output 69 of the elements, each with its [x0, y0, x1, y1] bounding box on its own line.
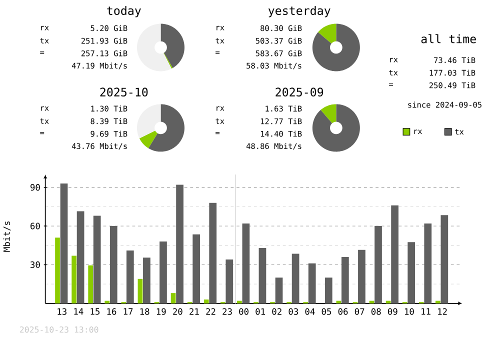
x-tick-label: 23: [222, 308, 232, 315]
bar: [138, 278, 143, 304]
bar: [336, 300, 342, 304]
bar: [55, 237, 60, 304]
bar: [358, 250, 366, 304]
x-tick-label: 16: [107, 308, 116, 315]
bar: [104, 300, 110, 304]
bar: [324, 277, 332, 304]
bar: [258, 248, 266, 304]
chart-title: 2025-10: [100, 88, 148, 96]
bar: [341, 256, 349, 304]
bar: [126, 250, 134, 304]
x-tick-label: 08: [371, 308, 381, 315]
x-tick-label: 15: [90, 308, 100, 315]
text: all time: [421, 34, 476, 44]
chart-title: yesterday: [268, 6, 330, 18]
x-tick-label: 00: [239, 308, 248, 315]
bar: [170, 292, 176, 304]
y-tick-label: 90: [30, 184, 40, 191]
x-tick-label: 13: [58, 308, 66, 315]
x-tick-label: 22: [206, 308, 216, 315]
chart-title: 2025-09: [276, 88, 324, 96]
bar: [93, 216, 101, 304]
bar: [408, 242, 416, 304]
x-tick-label: 03: [288, 308, 298, 315]
bar: [160, 241, 167, 304]
bar: [209, 202, 217, 304]
x-tick-label: 01: [256, 308, 266, 315]
x-tick-label: 05: [322, 308, 332, 315]
bar: [435, 300, 440, 304]
bar: [237, 300, 242, 304]
x-tick-label: 10: [404, 308, 414, 315]
bar: [440, 214, 448, 304]
x-tick-label: 19: [156, 308, 166, 315]
chart-title: today: [107, 6, 141, 18]
x-tick-label: 04: [305, 308, 315, 315]
x-tick-label: 11: [422, 308, 430, 314]
bar: [176, 184, 184, 304]
bar: [374, 226, 382, 304]
x-tick-label: 20: [173, 308, 182, 315]
x-tick-label: 17: [124, 308, 133, 314]
bar: [308, 263, 316, 304]
x-tick-label: 09: [388, 308, 398, 315]
y-tick-label: 60: [30, 222, 40, 230]
bar: [72, 256, 76, 304]
x-tick-label: 12: [438, 308, 447, 315]
x-tick-label: 07: [354, 308, 364, 315]
bar: [369, 300, 374, 304]
bar: [143, 257, 150, 304]
x-tick-label: 06: [338, 308, 348, 315]
bar: [275, 277, 283, 304]
x-tick-label: 21: [190, 308, 199, 315]
bar: [386, 300, 391, 304]
bar: [88, 265, 94, 304]
bar: [204, 299, 209, 304]
bar: [424, 223, 432, 304]
x-tick-label: 18: [140, 308, 150, 315]
bar: [391, 205, 398, 304]
bar: [226, 259, 234, 304]
bar: [60, 183, 68, 304]
x-tick-label: 02: [272, 308, 282, 315]
y-tick-label: 30: [30, 261, 40, 268]
bar: [110, 226, 118, 304]
bar: [242, 223, 250, 304]
x-tick-label: 14: [74, 308, 84, 314]
bar: [292, 254, 300, 304]
bar: [192, 234, 200, 304]
bar: [76, 211, 84, 304]
y-axis-title: Mbit/s: [3, 221, 11, 252]
